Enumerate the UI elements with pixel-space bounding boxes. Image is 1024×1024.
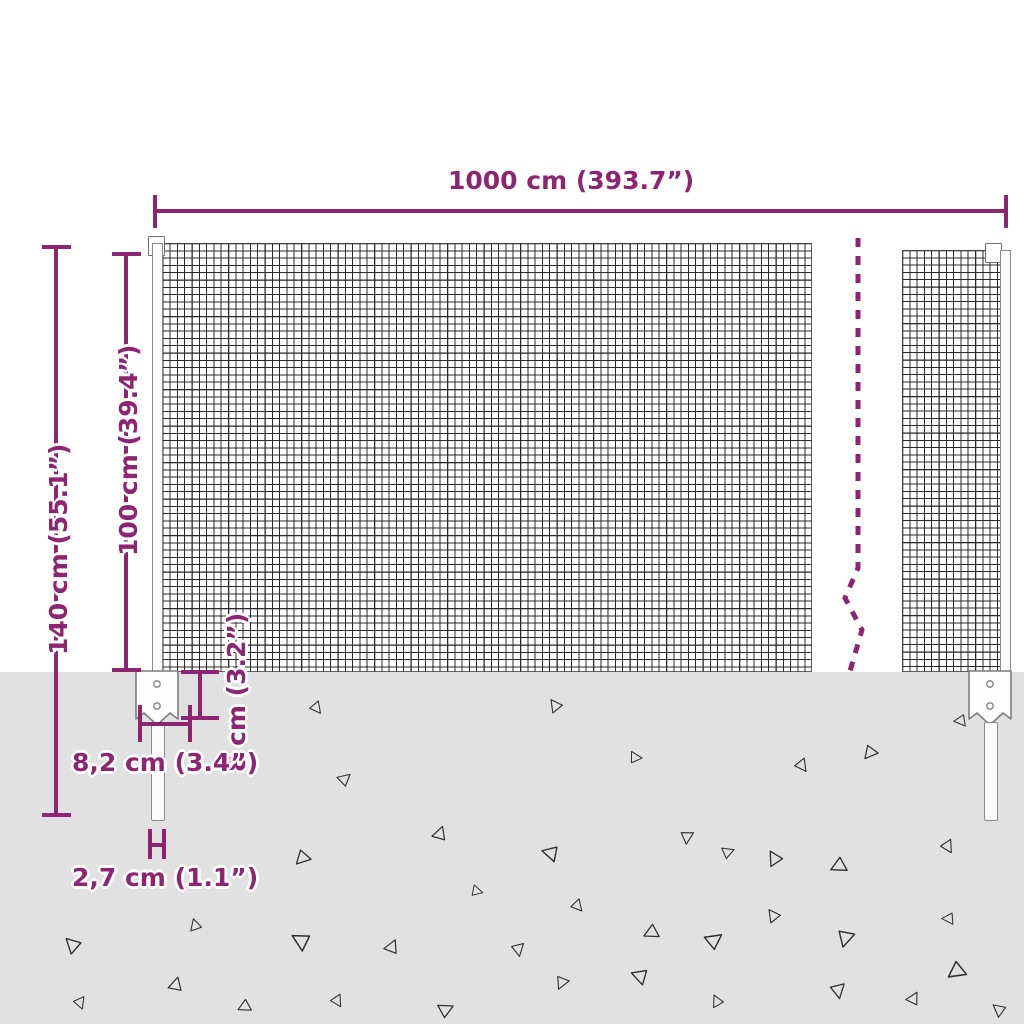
dimension-tick-height-mesh-bottom: [112, 668, 141, 672]
pebble-triangle-icon: [471, 884, 484, 896]
pebble-triangle-icon: [630, 969, 648, 986]
dimension-line-bracket-width: [140, 722, 192, 726]
break-line-icon: [842, 238, 865, 678]
pebble-triangle-icon: [680, 832, 695, 845]
dimension-tick-width-left: [153, 195, 157, 228]
pebble-triangle-icon: [431, 825, 446, 841]
pebble-triangle-icon: [721, 847, 735, 860]
pebble-triangle-icon: [643, 923, 660, 938]
pebble-triangle-icon: [838, 930, 856, 948]
post-shaft-left: [152, 243, 163, 675]
pebble-triangle-icon: [330, 993, 342, 1008]
pebble-triangle-icon: [383, 939, 397, 954]
pebble-triangle-icon: [703, 934, 723, 951]
mesh-panel-main: [155, 243, 812, 672]
dimension-label-height-total: 140 cm (55.1”): [44, 443, 73, 655]
pebble-triangle-icon: [570, 898, 583, 912]
pebble-triangle-icon: [947, 960, 968, 978]
pebble-triangle-icon: [511, 942, 525, 957]
dimension-tick-bracket-width-right: [188, 705, 192, 742]
dimension-tick-width-right: [1004, 195, 1008, 228]
pebble-triangle-icon: [830, 856, 848, 872]
dimension-tick-bracket-height-top: [181, 670, 219, 674]
dimension-label-height-mesh: 100 cm (39.4”): [114, 344, 143, 556]
pebble-triangle-icon: [291, 934, 311, 952]
dimension-tick-bracket-width-left: [138, 705, 142, 742]
pebble-triangle-icon: [939, 838, 952, 854]
pebble-triangle-icon: [72, 996, 85, 1010]
pebble-triangle-icon: [336, 773, 351, 787]
pebble-triangle-icon: [237, 998, 253, 1011]
pebble-triangle-icon: [864, 744, 879, 760]
dimension-tick-height-total-top: [42, 245, 71, 249]
dimension-tick-stem-width-left: [148, 829, 152, 859]
dimension-tick-height-total-bottom: [42, 813, 71, 817]
post-shaft-right: [1000, 250, 1011, 674]
pebble-triangle-icon: [953, 714, 966, 727]
pebble-triangle-icon: [65, 937, 82, 955]
pebble-triangle-icon: [794, 757, 807, 772]
pebble-triangle-icon: [437, 1004, 454, 1019]
post-buried-stem-right: [984, 722, 998, 821]
dimension-line-width: [155, 209, 1008, 213]
pebble-triangle-icon: [941, 912, 954, 925]
pebble-triangle-icon: [992, 1004, 1007, 1018]
ground-surface: [0, 672, 1024, 1024]
dimension-tick-height-mesh-top: [112, 252, 141, 256]
mesh-panel-right: [902, 250, 1010, 672]
dimension-tick-stem-width-right: [162, 829, 166, 859]
pebble-triangle-icon: [557, 975, 570, 990]
pebble-triangle-icon: [295, 849, 312, 865]
pebble-triangle-icon: [630, 750, 643, 764]
pebble-triangle-icon: [167, 976, 182, 991]
pebble-triangle-icon: [769, 850, 784, 868]
pebble-triangle-icon: [905, 991, 918, 1006]
dimension-line-height-mesh: [124, 254, 128, 672]
dimension-label-bracket-width: 8,2 cm (3.4”): [72, 748, 259, 777]
pebble-triangle-icon: [550, 699, 563, 714]
pebble-triangle-icon: [541, 846, 558, 863]
dimension-line-bracket-height: [198, 672, 202, 720]
dimension-line-stem-width: [150, 843, 166, 847]
dimension-tick-bracket-height-bottom: [181, 716, 219, 720]
pebble-triangle-icon: [829, 983, 845, 1000]
dimension-label-width: 1000 cm (393.7”): [448, 166, 695, 195]
pebble-triangle-icon: [190, 918, 203, 932]
pebble-triangle-icon: [713, 994, 725, 1009]
pebble-triangle-icon: [309, 700, 321, 714]
dimension-line-height-total: [54, 247, 58, 817]
pebble-triangle-icon: [768, 909, 781, 924]
dimension-label-stem-width: 2,7 cm (1.1”): [72, 863, 259, 892]
post-bracket-left: [135, 670, 179, 726]
post-bracket-right: [968, 670, 1012, 726]
